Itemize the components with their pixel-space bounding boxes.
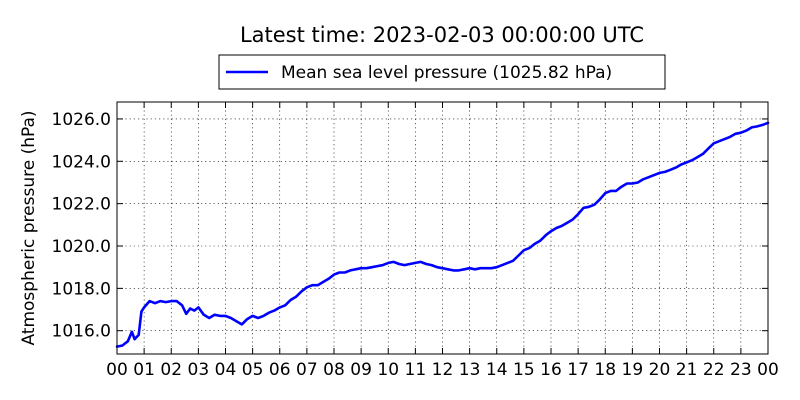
- x-tick-label: 22: [703, 360, 725, 380]
- x-tick-label: 18: [594, 360, 616, 380]
- x-tick-label: 06: [269, 360, 291, 380]
- x-tick-label: 01: [133, 360, 155, 380]
- x-tick-label: 13: [459, 360, 481, 380]
- x-tick-label: 11: [405, 360, 427, 380]
- x-tick-label: 05: [242, 360, 264, 380]
- x-tick-label: 10: [377, 360, 399, 380]
- y-tick-label: 1020.0: [52, 237, 111, 257]
- x-tick-label: 19: [622, 360, 644, 380]
- axis-ticks: [116, 102, 769, 354]
- y-tick-label: 1016.0: [52, 322, 111, 342]
- legend: Mean sea level pressure (1025.82 hPa): [218, 54, 666, 90]
- x-tick-label: 21: [676, 360, 698, 380]
- series-layer: [115, 121, 770, 348]
- y-tick-label: 1024.0: [52, 152, 111, 172]
- y-tick-label: 1026.0: [52, 110, 111, 130]
- x-tick-label: 20: [649, 360, 671, 380]
- legend-label: Mean sea level pressure (1025.82 hPa): [281, 63, 612, 83]
- x-tick-label: 09: [350, 360, 372, 380]
- x-tick-label: 15: [513, 360, 535, 380]
- x-tick-label: 02: [160, 360, 182, 380]
- series-line-pressure: [115, 121, 770, 348]
- y-tick-label: 1018.0: [52, 279, 111, 299]
- grid-lines: [117, 102, 768, 354]
- x-tick-labels: 00 01 02 03 04 05 06 07 08 09 10 11 12 13 14 15 16 17 18 19…: [106, 360, 779, 380]
- x-tick-label: 00: [106, 360, 128, 380]
- legend-frame: [218, 54, 666, 90]
- x-tick-label: 07: [296, 360, 318, 380]
- x-tick-label: 12: [432, 360, 454, 380]
- y-tick-label: 1022.0: [52, 195, 111, 215]
- x-tick-label: 14: [486, 360, 508, 380]
- x-tick-label: 03: [188, 360, 210, 380]
- x-tick-label: 23: [730, 360, 752, 380]
- x-tick-label: 17: [567, 360, 589, 380]
- x-tick-label: 04: [215, 360, 237, 380]
- x-tick-label: 00: [757, 360, 779, 380]
- y-axis-label: Atmospheric pressure (hPa): [19, 110, 39, 345]
- y-tick-labels: 1016.0 1018.0 1020.0 1022.0 1024.0 1026.0: [52, 110, 111, 342]
- x-tick-label: 16: [540, 360, 562, 380]
- x-tick-label: 08: [323, 360, 345, 380]
- chart-title: Latest time: 2023-02-03 00:00:00 UTC: [240, 23, 644, 47]
